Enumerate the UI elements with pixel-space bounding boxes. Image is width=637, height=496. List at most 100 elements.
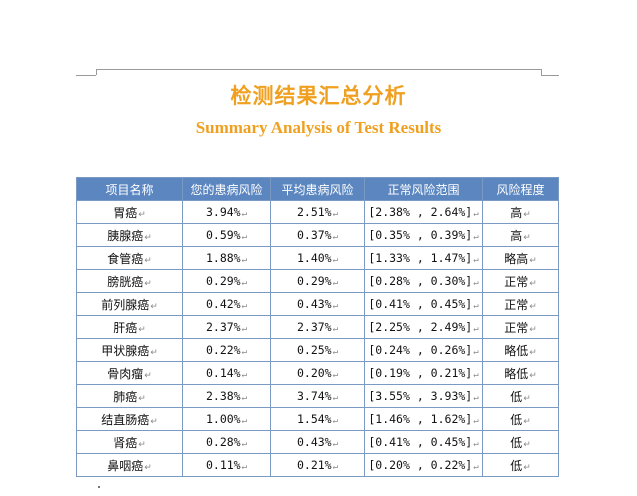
paragraph-mark-icon: ↵ <box>241 393 248 403</box>
paragraph-mark-icon: ↵ <box>332 347 339 357</box>
cell-your-risk-text: 0.22% <box>205 343 241 357</box>
cell-risk-level-text: 略高 <box>504 251 529 266</box>
table-body: 胃癌↵ 3.94%↵ 2.51%↵ [2.38% , 2.64%]↵ 高↵ 胰腺癌↵ 0.5… <box>76 200 559 477</box>
cell-risk-level: 低↵ <box>482 407 559 431</box>
paragraph-mark-icon: ↵ <box>523 439 531 450</box>
table-row: 肾癌↵ 0.28%↵ 0.43%↵ [0.41% , 0.45%]↵ 低↵ <box>76 430 559 454</box>
cell-normal-range: [0.35% , 0.39%]↵ <box>364 223 483 247</box>
table-row: 骨肉瘤↵ 0.14%↵ 0.20%↵ [0.19% , 0.21%]↵ 略低↵ <box>76 361 559 385</box>
cell-your-risk: 3.94%↵ <box>182 200 271 224</box>
cell-your-risk: 0.22%↵ <box>182 338 271 362</box>
paragraph-mark-icon: ↵ <box>473 278 479 288</box>
cell-your-risk-text: 3.94% <box>205 205 241 219</box>
column-header-item-name: 项目名称 <box>76 177 183 201</box>
cell-item-name: 鼻咽癌↵ <box>76 453 183 477</box>
cell-your-risk-text: 0.59% <box>205 228 241 242</box>
cell-your-risk: 0.29%↵ <box>182 269 271 293</box>
paragraph-mark-icon: ↵ <box>332 462 339 472</box>
cell-average-risk-text: 0.43% <box>296 435 332 449</box>
cell-normal-range-text: [0.28% , 0.30%] <box>368 274 473 288</box>
cell-item-name-text: 骨肉瘤 <box>107 366 144 381</box>
table-row: 前列腺癌↵ 0.42%↵ 0.43%↵ [0.41% , 0.45%]↵ 正常↵ <box>76 292 559 316</box>
paragraph-mark-icon: ↵ <box>138 209 146 220</box>
table-row: 胃癌↵ 3.94%↵ 2.51%↵ [2.38% , 2.64%]↵ 高↵ <box>76 200 559 224</box>
paragraph-mark-icon: ↵ <box>523 393 531 404</box>
cell-item-name-text: 肝癌 <box>113 320 138 335</box>
column-header-your-risk: 您的患病风险 <box>182 177 271 201</box>
table-row: 鼻咽癌↵ 0.11%↵ 0.21%↵ [0.20% , 0.22%]↵ 低↵ <box>76 453 559 477</box>
cell-normal-range-text: [0.35% , 0.39%] <box>368 228 473 242</box>
paragraph-mark-icon: ↵ <box>473 416 479 426</box>
cell-average-risk: 0.21%↵ <box>270 453 365 477</box>
cell-item-name-text: 胃癌 <box>113 205 138 220</box>
paragraph-mark-icon: ↵ <box>529 370 537 381</box>
cell-risk-level: 正常↵ <box>482 292 559 316</box>
cell-your-risk: 0.28%↵ <box>182 430 271 454</box>
cell-normal-range-text: [0.41% , 0.45%] <box>368 435 473 449</box>
cell-your-risk-text: 2.38% <box>205 389 241 403</box>
page-title: 检测结果汇总分析 <box>230 83 407 108</box>
cell-normal-range: [1.33% , 1.47%]↵ <box>364 246 483 270</box>
cell-average-risk-text: 0.29% <box>296 274 332 288</box>
paragraph-mark-icon: ↵ <box>332 439 339 449</box>
paragraph-mark-icon: ↵ <box>241 255 248 265</box>
cell-item-name-text: 肾癌 <box>113 435 138 450</box>
paragraph-mark-icon: ↵ <box>241 324 248 334</box>
paragraph-mark-icon: ↵ <box>241 462 248 472</box>
cell-normal-range: [0.28% , 0.30%]↵ <box>364 269 483 293</box>
cell-item-name: 甲状腺癌↵ <box>76 338 183 362</box>
cell-your-risk: 0.14%↵ <box>182 361 271 385</box>
cell-normal-range-text: [0.41% , 0.45%] <box>368 297 473 311</box>
cell-average-risk: 0.25%↵ <box>270 338 365 362</box>
paragraph-mark-icon: ↵ <box>138 439 146 450</box>
page-footer-mark <box>98 486 100 488</box>
table-header-row: 项目名称 您的患病风险 平均患病风险 正常风险范围 风险程度 <box>76 177 559 201</box>
paragraph-mark-icon: ↵ <box>332 301 339 311</box>
paragraph-mark-icon: ↵ <box>523 462 531 473</box>
cell-normal-range: [1.46% , 1.62%]↵ <box>364 407 483 431</box>
cell-item-name: 前列腺癌↵ <box>76 292 183 316</box>
paragraph-mark-icon: ↵ <box>332 232 339 242</box>
paragraph-mark-icon: ↵ <box>473 462 479 472</box>
paragraph-mark-icon: ↵ <box>241 232 248 242</box>
cell-your-risk: 2.37%↵ <box>182 315 271 339</box>
cell-normal-range: [0.41% , 0.45%]↵ <box>364 292 483 316</box>
cell-normal-range: [0.19% , 0.21%]↵ <box>364 361 483 385</box>
cell-your-risk: 2.38%↵ <box>182 384 271 408</box>
paragraph-mark-icon: ↵ <box>523 416 531 427</box>
cell-item-name: 结直肠癌↵ <box>76 407 183 431</box>
cell-item-name-text: 甲状腺癌 <box>101 343 150 358</box>
paragraph-mark-icon: ↵ <box>241 416 248 426</box>
cell-normal-range: [0.41% , 0.45%]↵ <box>364 430 483 454</box>
paragraph-mark-icon: ↵ <box>150 347 158 358</box>
paragraph-mark-icon: ↵ <box>529 301 537 312</box>
table-row: 结直肠癌↵ 1.00%↵ 1.54%↵ [1.46% , 1.62%]↵ 低↵ <box>76 407 559 431</box>
table-row: 胰腺癌↵ 0.59%↵ 0.37%↵ [0.35% , 0.39%]↵ 高↵ <box>76 223 559 247</box>
paragraph-mark-icon: ↵ <box>473 209 479 219</box>
paragraph-mark-icon: ↵ <box>241 209 248 219</box>
paragraph-mark-icon: ↵ <box>144 278 152 289</box>
cell-risk-level: 略高↵ <box>482 246 559 270</box>
cell-item-name: 肾癌↵ <box>76 430 183 454</box>
cell-average-risk-text: 2.37% <box>296 320 332 334</box>
cell-normal-range-text: [2.25% , 2.49%] <box>368 320 473 334</box>
paragraph-mark-icon: ↵ <box>529 347 537 358</box>
cell-normal-range-text: [1.46% , 1.62%] <box>368 412 473 426</box>
cell-risk-level: 高↵ <box>482 200 559 224</box>
cell-average-risk-text: 0.37% <box>296 228 332 242</box>
paragraph-mark-icon: ↵ <box>150 301 158 312</box>
paragraph-mark-icon: ↵ <box>241 370 248 380</box>
paragraph-mark-icon: ↵ <box>241 278 248 288</box>
paragraph-mark-icon: ↵ <box>473 347 479 357</box>
paragraph-mark-icon: ↵ <box>138 393 146 404</box>
paragraph-mark-icon: ↵ <box>529 278 537 289</box>
cell-item-name-text: 膀胱癌 <box>107 274 144 289</box>
column-header-risk-level: 风险程度 <box>482 177 559 201</box>
paragraph-mark-icon: ↵ <box>523 232 531 243</box>
cell-normal-range-text: [1.33% , 1.47%] <box>368 251 473 265</box>
paragraph-mark-icon: ↵ <box>241 347 248 357</box>
cell-your-risk-text: 0.11% <box>205 458 241 472</box>
cell-average-risk-text: 0.43% <box>296 297 332 311</box>
paragraph-mark-icon: ↵ <box>332 370 339 380</box>
paragraph-mark-icon: ↵ <box>473 255 479 265</box>
